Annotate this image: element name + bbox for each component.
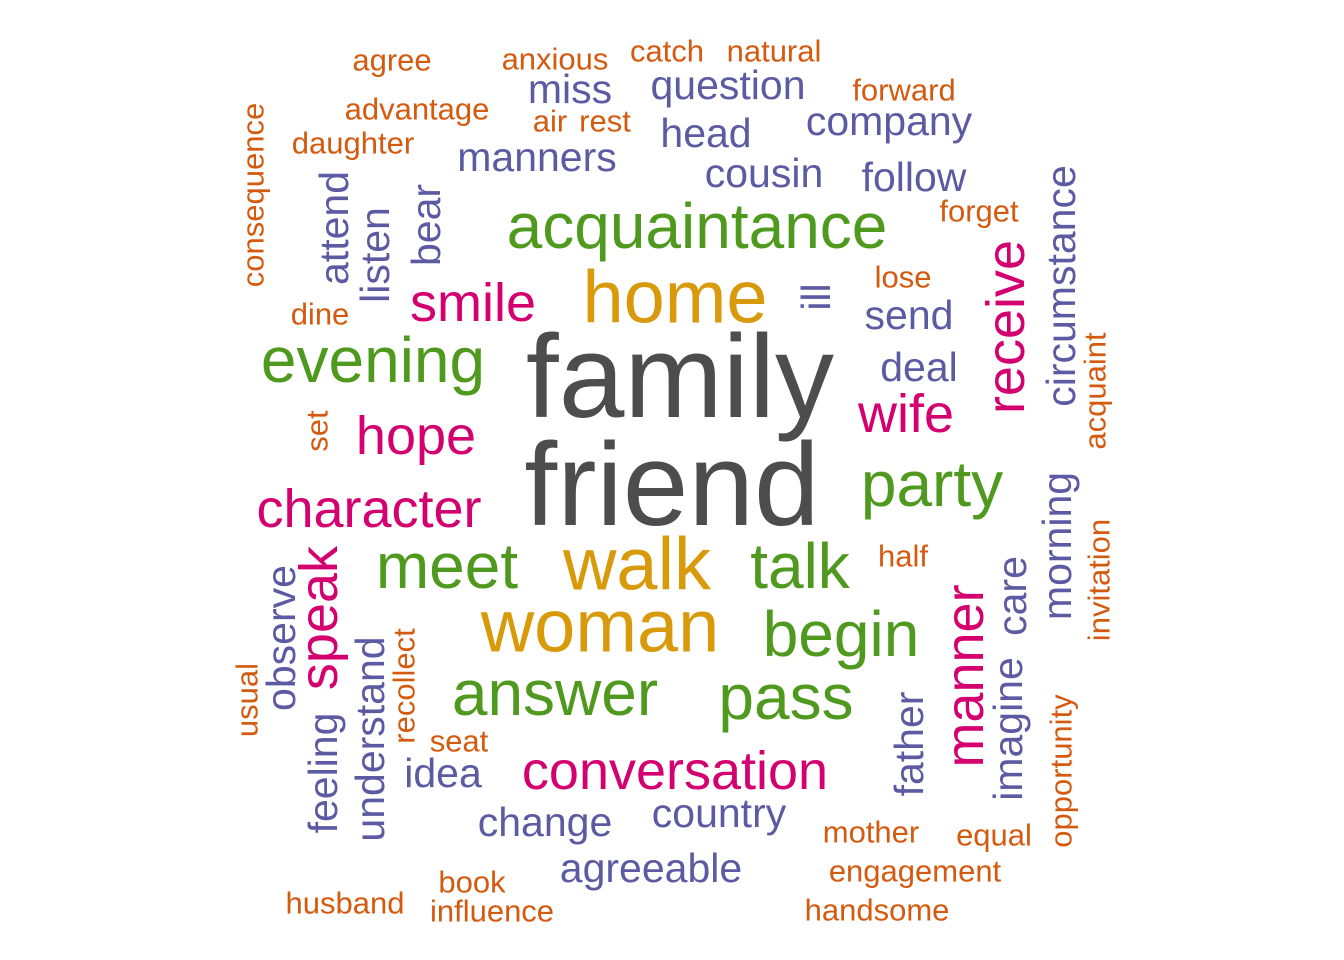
word-natural: natural — [727, 34, 822, 69]
word-bear: bear — [403, 184, 449, 266]
word-talk: talk — [750, 530, 851, 602]
word-influence: influence — [430, 894, 554, 929]
word-forward: forward — [852, 73, 955, 108]
word-catch: catch — [630, 34, 704, 69]
word-home: home — [582, 256, 767, 339]
word-book: book — [438, 865, 506, 900]
word-imagine: imagine — [985, 657, 1031, 801]
word-company: company — [806, 98, 973, 144]
word-head: head — [660, 110, 751, 156]
word-half: half — [878, 539, 928, 574]
word-meet: meet — [376, 530, 519, 602]
word-family: family — [526, 311, 834, 443]
word-rest: rest — [579, 104, 631, 139]
word-conversation: conversation — [522, 741, 828, 801]
word-mother: mother — [823, 815, 919, 850]
word-father: father — [886, 692, 932, 797]
word-wife: wife — [857, 384, 954, 444]
word-acquaintance: acquaintance — [507, 190, 888, 262]
word-feeling: feeling — [300, 713, 346, 834]
word-question: question — [650, 62, 805, 108]
word-attend: attend — [311, 171, 357, 285]
word-consequence: consequence — [236, 103, 271, 287]
word-begin: begin — [763, 598, 920, 670]
word-air: air — [533, 104, 567, 139]
word-understand: understand — [347, 636, 393, 841]
word-idea: idea — [404, 750, 482, 796]
word-party: party — [861, 448, 1003, 520]
word-agreeable: agreeable — [560, 845, 742, 891]
word-country: country — [652, 790, 787, 836]
word-ill: ill — [793, 283, 839, 310]
word-evening: evening — [261, 324, 485, 396]
word-recollect: recollect — [387, 628, 422, 744]
word-observe: observe — [258, 565, 304, 711]
word-circumstance: circumstance — [1038, 165, 1084, 407]
word-morning: morning — [1034, 472, 1080, 620]
word-manners: manners — [457, 134, 617, 180]
word-friend: friend — [524, 419, 819, 551]
word-forget: forget — [939, 194, 1019, 229]
word-hope: hope — [356, 406, 476, 466]
word-care: care — [989, 556, 1035, 636]
word-daughter: daughter — [292, 126, 414, 161]
word-handsome: handsome — [805, 893, 950, 928]
word-husband: husband — [286, 886, 405, 921]
word-equal: equal — [956, 818, 1032, 853]
word-seat: seat — [430, 724, 489, 759]
word-lose: lose — [875, 260, 932, 295]
word-follow: follow — [862, 154, 967, 200]
word-receive: receive — [976, 240, 1036, 414]
word-walk: walk — [562, 523, 712, 606]
word-advantage: advantage — [345, 92, 490, 127]
word-woman: woman — [480, 585, 720, 668]
word-deal: deal — [880, 344, 958, 390]
word-miss: miss — [528, 66, 612, 112]
word-answer: answer — [452, 657, 658, 729]
word-listen: listen — [352, 207, 398, 303]
word-opportunity: opportunity — [1044, 694, 1079, 848]
word-cousin: cousin — [705, 150, 824, 196]
word-usual: usual — [230, 663, 265, 737]
word-anxious: anxious — [502, 42, 609, 77]
word-change: change — [478, 799, 613, 845]
word-smile: smile — [410, 273, 536, 333]
word-speak: speak — [289, 545, 349, 690]
word-manner: manner — [935, 584, 995, 767]
word-send: send — [865, 292, 954, 338]
word-dine: dine — [291, 297, 350, 332]
word-engagement: engagement — [829, 854, 1002, 889]
word-invitation: invitation — [1082, 519, 1117, 641]
word-character: character — [256, 479, 481, 539]
word-agree: agree — [352, 43, 431, 78]
word-set: set — [300, 410, 335, 452]
word-acquaint: acquaint — [1078, 332, 1113, 450]
word-pass: pass — [718, 661, 853, 733]
